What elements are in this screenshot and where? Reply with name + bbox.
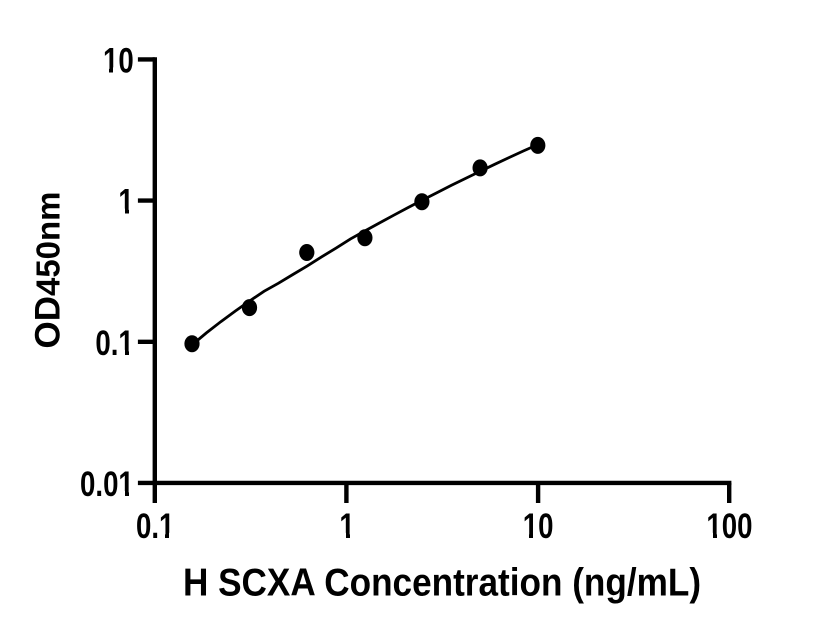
svg-text:H SCXA Concentration (ng/mL): H SCXA Concentration (ng/mL) <box>183 561 701 604</box>
svg-text:10: 10 <box>523 506 554 546</box>
svg-text:0.01: 0.01 <box>80 464 134 504</box>
svg-text:10: 10 <box>103 40 134 80</box>
svg-text:OD450nm: OD450nm <box>29 191 68 348</box>
svg-text:1: 1 <box>339 506 354 546</box>
svg-text:0.1: 0.1 <box>95 323 133 363</box>
svg-text:0.1: 0.1 <box>136 506 174 546</box>
svg-text:100: 100 <box>706 506 752 546</box>
svg-text:1: 1 <box>118 181 133 221</box>
